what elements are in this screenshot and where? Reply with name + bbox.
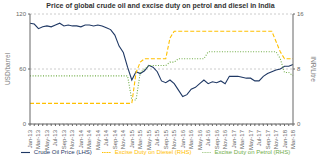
html-text:Excise Duty on Diesel (RHS): Excise Duty on Diesel (RHS) [114,149,192,156]
svg-text:May-14: May-14 [95,129,101,150]
svg-text:Sep-14: Sep-14 [112,129,118,149]
svg-text:Nov-16: Nov-16 [222,129,228,149]
svg-text:Mar-16: Mar-16 [188,129,194,149]
svg-text:Jul-14: Jul-14 [103,129,109,146]
svg-text:Mar-17: Mar-17 [239,129,245,149]
svg-text:Sep-13: Sep-13 [61,129,67,149]
svg-text:May-17: May-17 [248,129,254,150]
svg-text:May-13: May-13 [44,129,50,150]
svg-text:Nov-17: Nov-17 [273,129,279,149]
svg-text:Nov-15: Nov-15 [171,129,177,149]
svg-text:8: 8 [297,66,301,72]
svg-text:Jul-16: Jul-16 [205,129,211,146]
svg-text:120: 120 [16,11,27,17]
svg-text:May-15: May-15 [146,129,152,150]
svg-text:INR/Litre: INR/Litre [310,56,313,82]
svg-text:0: 0 [297,121,301,127]
svg-text:Sep-16: Sep-16 [214,129,220,149]
html-text:Excise Duty on Petrol (RHS): Excise Duty on Petrol (RHS) [214,149,291,156]
svg-text:Jan-16: Jan-16 [180,129,186,148]
html-text:Price of global crude oil and: Price of global crude oil and excise dut… [46,2,275,9]
svg-text:Nov-14: Nov-14 [120,129,126,149]
svg-text:Jul-15: Jul-15 [154,129,160,146]
svg-text:Jul-17: Jul-17 [256,129,262,146]
svg-text:Jan-15: Jan-15 [129,129,135,148]
svg-text:Mar-18: Mar-18 [290,129,296,149]
svg-text:USD/barrel: USD/barrel [8,52,11,85]
svg-text:60: 60 [19,66,26,72]
svg-text:Jan-17: Jan-17 [231,129,237,148]
svg-text:Sep-17: Sep-17 [265,129,271,149]
svg-text:Jan-14: Jan-14 [78,129,84,148]
svg-text:Jul-13: Jul-13 [52,129,58,146]
svg-text:Sep-15: Sep-15 [163,129,169,149]
svg-text:May-16: May-16 [197,129,203,150]
svg-text:Mar-13: Mar-13 [35,129,41,149]
svg-text:0: 0 [23,121,27,127]
html-text:Crude Oil Price (LHS): Crude Oil Price (LHS) [33,149,92,156]
svg-text:Mar-14: Mar-14 [86,129,92,149]
svg-text:16: 16 [297,11,304,17]
svg-text:Mar-15: Mar-15 [137,129,143,149]
svg-text:Jan-18: Jan-18 [282,129,288,148]
svg-text:Nov-13: Nov-13 [69,129,75,149]
svg-text:Jan-13: Jan-13 [27,129,33,148]
